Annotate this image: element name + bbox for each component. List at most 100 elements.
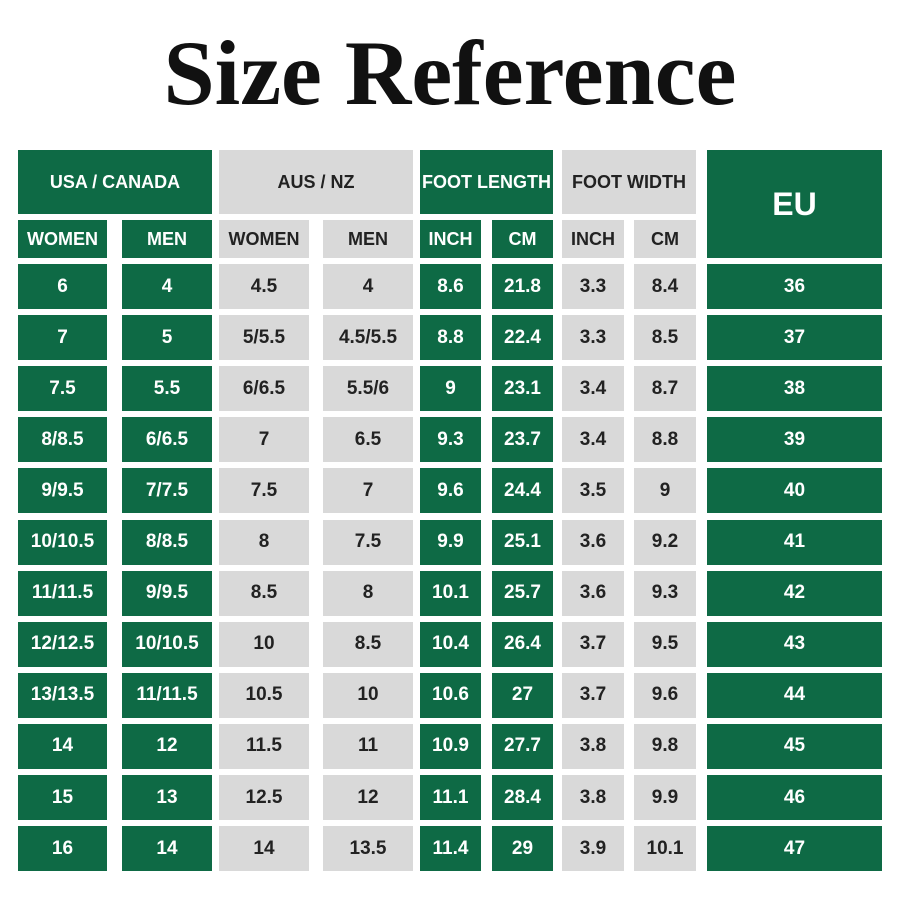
table-cell: 3.3	[562, 264, 624, 309]
table-cell: 4	[122, 264, 212, 309]
table-cell: 5.5	[122, 366, 212, 412]
table-cell: 8.7	[634, 366, 696, 412]
table-cell: 4	[323, 264, 413, 309]
table-cell: 10.9	[420, 723, 481, 769]
table-cell: 26.4	[492, 621, 553, 667]
table-cell: 22.4	[492, 315, 553, 361]
sub-header: CM	[634, 220, 696, 258]
table-cell: 39	[707, 417, 882, 463]
table-cell: 9.6	[634, 672, 696, 718]
table-cell: 9.2	[634, 519, 696, 565]
table-cell: 24.4	[492, 468, 553, 514]
table-cell: 9.9	[634, 775, 696, 820]
table-cell: 7	[219, 417, 309, 463]
table-cell: 3.8	[562, 775, 624, 820]
table-cell: 8.4	[634, 264, 696, 309]
table-cell: 4.5	[219, 264, 309, 309]
table-cell: 10.5	[219, 672, 309, 718]
table-cell: 8.6	[420, 264, 481, 309]
table-cell: 10	[323, 672, 413, 718]
table-cell: 47	[707, 826, 882, 872]
table-cell: 3.7	[562, 621, 624, 667]
table-cell: 14	[122, 826, 212, 872]
table-cell: 11/11.5	[122, 672, 212, 718]
table-cell: 13	[122, 775, 212, 820]
table-cell: 25.7	[492, 570, 553, 616]
table-cell: 3.4	[562, 417, 624, 463]
table-cell: 44	[707, 672, 882, 718]
table-cell: 37	[707, 315, 882, 361]
table-cell: 9.3	[634, 570, 696, 616]
table-cell: 27	[492, 672, 553, 718]
table-cell: 8	[219, 519, 309, 565]
table-cell: 7.5	[18, 366, 107, 412]
group-header: FOOT WIDTH	[562, 150, 696, 214]
table-cell: 8.8	[420, 315, 481, 361]
table-cell: 8/8.5	[18, 417, 107, 463]
table-cell: 7	[18, 315, 107, 361]
table-cell: 7/7.5	[122, 468, 212, 514]
table-cell: 8.5	[323, 621, 413, 667]
table-cell: 10.1	[634, 826, 696, 872]
table-cell: 8.8	[634, 417, 696, 463]
table-cell: 3.6	[562, 519, 624, 565]
sub-header: WOMEN	[219, 220, 309, 258]
table-cell: 4.5/5.5	[323, 315, 413, 361]
group-header: AUS / NZ	[219, 150, 413, 214]
sub-header: MEN	[323, 220, 413, 258]
table-cell: 8	[323, 570, 413, 616]
title: Size Reference	[163, 22, 737, 124]
table-cell: 40	[707, 468, 882, 514]
table-cell: 12	[122, 723, 212, 769]
table-cell: 38	[707, 366, 882, 412]
table-cell: 11.1	[420, 775, 481, 820]
group-header: FOOT LENGTH	[420, 150, 553, 214]
sub-header: WOMEN	[18, 220, 107, 258]
table-cell: 11	[323, 723, 413, 769]
table-cell: 36	[707, 264, 882, 309]
table-cell: 9.9	[420, 519, 481, 565]
table-cell: 11/11.5	[18, 570, 107, 616]
table-cell: 42	[707, 570, 882, 616]
table-cell: 15	[18, 775, 107, 820]
table-cell: 5/5.5	[219, 315, 309, 361]
table-cell: 9.5	[634, 621, 696, 667]
table-cell: 3.6	[562, 570, 624, 616]
table-cell: 3.8	[562, 723, 624, 769]
table-cell: 10.1	[420, 570, 481, 616]
table-cell: 10.4	[420, 621, 481, 667]
table-cell: 12/12.5	[18, 621, 107, 667]
table-cell: 9.6	[420, 468, 481, 514]
table-cell: 45	[707, 723, 882, 769]
table-cell: 6.5	[323, 417, 413, 463]
group-header: USA / CANADA	[18, 150, 212, 214]
table-cell: 7.5	[323, 519, 413, 565]
table-cell: 16	[18, 826, 107, 872]
table-cell: 43	[707, 621, 882, 667]
table-cell: 5	[122, 315, 212, 361]
eu-header: EU	[707, 150, 882, 258]
table-cell: 29	[492, 826, 553, 872]
table-cell: 6/6.5	[122, 417, 212, 463]
table-cell: 9/9.5	[18, 468, 107, 514]
table-cell: 6/6.5	[219, 366, 309, 412]
sub-header: INCH	[420, 220, 481, 258]
table-cell: 7	[323, 468, 413, 514]
table-cell: 3.3	[562, 315, 624, 361]
table-cell: 8/8.5	[122, 519, 212, 565]
table-cell: 3.7	[562, 672, 624, 718]
table-cell: 23.1	[492, 366, 553, 412]
table-cell: 9.8	[634, 723, 696, 769]
table-cell: 21.8	[492, 264, 553, 309]
table-cell: 10	[219, 621, 309, 667]
table-cell: 13.5	[323, 826, 413, 872]
table-cell: 8.5	[634, 315, 696, 361]
table-cell: 11.4	[420, 826, 481, 872]
table-cell: 9	[420, 366, 481, 412]
table-cell: 3.9	[562, 826, 624, 872]
table-cell: 5.5/6	[323, 366, 413, 412]
table-cell: 28.4	[492, 775, 553, 820]
table-cell: 11.5	[219, 723, 309, 769]
table-cell: 9	[634, 468, 696, 514]
